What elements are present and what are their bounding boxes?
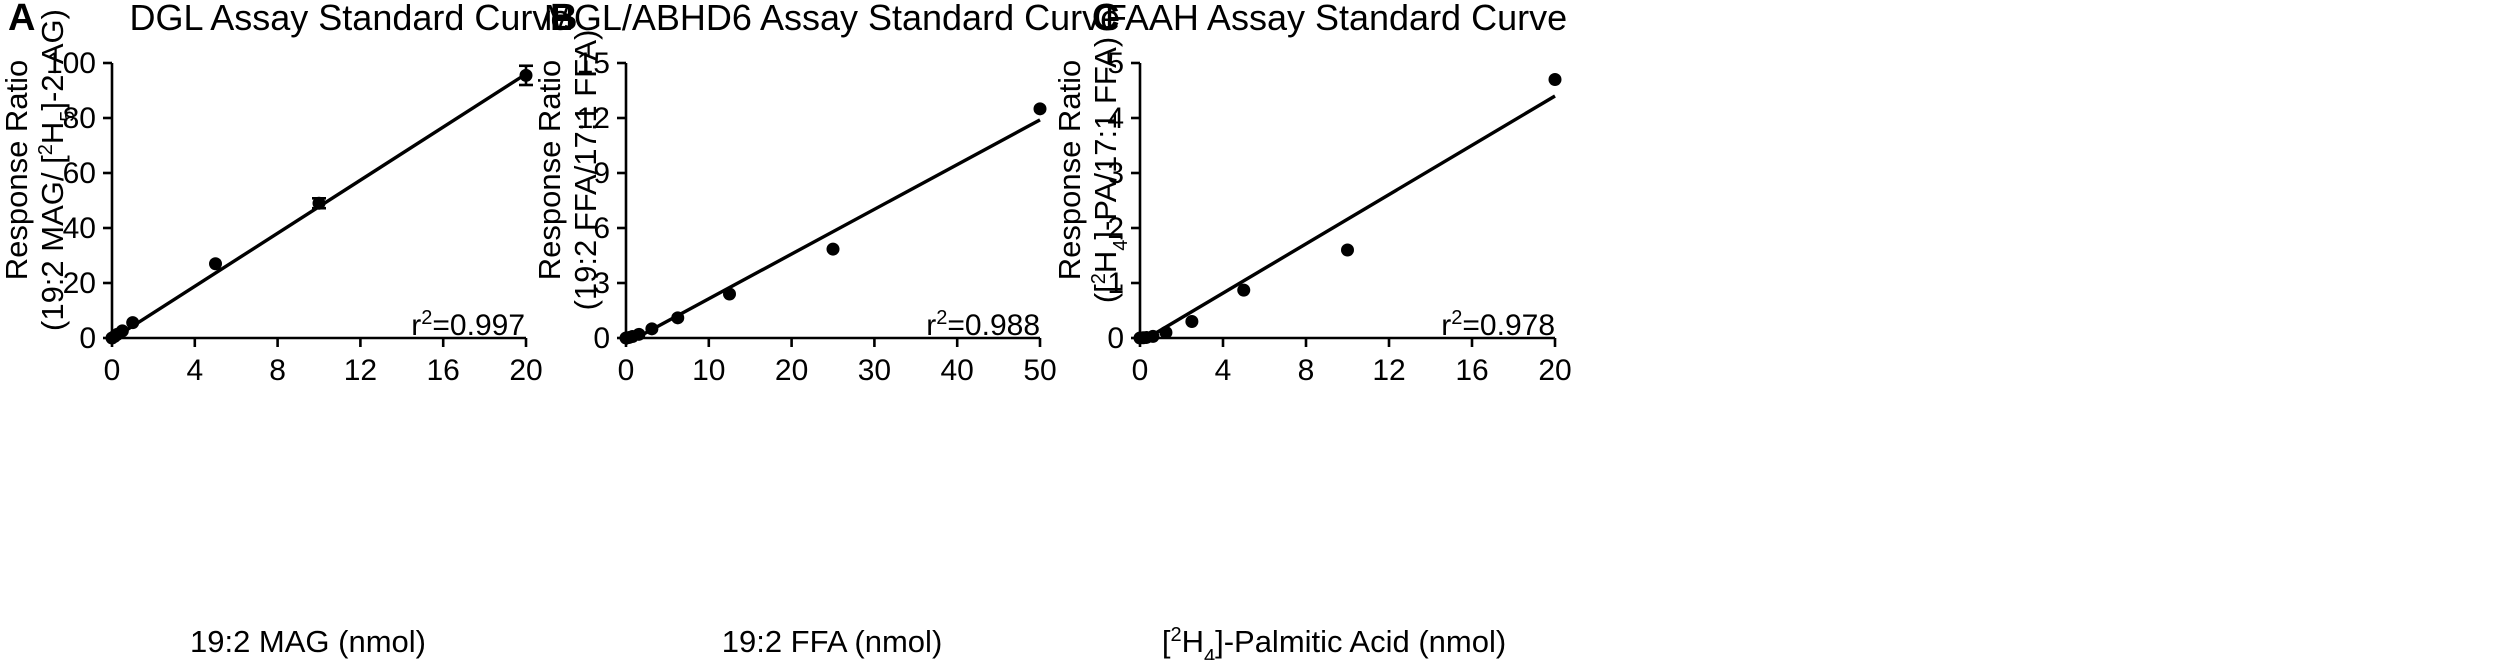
- error-bars: [312, 64, 533, 210]
- y-tick-label: 100: [46, 47, 96, 80]
- y-tick-label: 0: [79, 322, 96, 355]
- y-axis-title-line1: Response Ratio: [0, 60, 34, 281]
- data-point: [115, 324, 129, 338]
- data-point: [209, 257, 222, 271]
- x-tick-label: 40: [941, 354, 974, 387]
- data-point: [671, 311, 685, 325]
- data-point: [312, 196, 326, 210]
- fit-lines: [625, 118, 1041, 345]
- x-tick-label: 0: [1132, 354, 1149, 387]
- y-tick-label: 2: [1107, 212, 1124, 245]
- y-tick-label: 15: [577, 47, 610, 80]
- chart-title: MGL/ABHD6 Assay Standard Curve: [544, 0, 1120, 38]
- axes: [624, 63, 1040, 340]
- x-axis-title: 19:2 FFA (nmol): [722, 624, 943, 659]
- x-tick-label: 12: [1372, 354, 1405, 387]
- x-tick-label: 20: [775, 354, 808, 387]
- y-tick-label: 5: [1107, 47, 1124, 80]
- data-point: [519, 68, 533, 82]
- r-squared-label: r2=0.978: [1441, 307, 1555, 342]
- x-tick-label: 8: [1298, 354, 1315, 387]
- y-tick-label: 1: [1107, 267, 1124, 300]
- axes: [1138, 63, 1555, 340]
- x-tick-label: 0: [104, 354, 121, 387]
- data-point: [126, 316, 140, 330]
- x-axis-title: 19:2 MAG (nmol): [190, 624, 426, 659]
- y-tick-label: 0: [593, 322, 610, 355]
- x-axis-title: [2H4]-Palmitic Acid (nmol): [1162, 624, 1506, 660]
- x-tick-label: 8: [269, 354, 286, 387]
- x-tick-label: 30: [858, 354, 891, 387]
- data-point: [1159, 326, 1173, 339]
- x-tick-label: 10: [692, 354, 725, 387]
- x-tick-label: 20: [509, 354, 542, 387]
- chart-title: FAAH Assay Standard Curve: [1105, 0, 1567, 38]
- data-points: [105, 68, 533, 345]
- data-point: [1341, 243, 1354, 257]
- y-tick-label: 40: [63, 212, 96, 245]
- x-tick-label: 0: [618, 354, 635, 387]
- data-point: [1185, 315, 1199, 328]
- x-tick-label: 16: [1455, 354, 1488, 387]
- y-tick-label: 80: [63, 102, 96, 135]
- y-tick-label: 9: [593, 157, 610, 190]
- y-tick-label: 6: [593, 212, 610, 245]
- data-point: [1033, 102, 1047, 116]
- panel-c: C FAAH Assay Standard Curve Response Rat…: [1052, 0, 1572, 660]
- data-points: [619, 102, 1047, 345]
- data-point: [826, 242, 840, 256]
- axes: [110, 63, 526, 340]
- x-tick-label: 50: [1023, 354, 1056, 387]
- regression-line: [625, 118, 1041, 345]
- x-tick-label: 4: [186, 354, 203, 387]
- data-point: [632, 327, 646, 341]
- fit-lines: [1139, 94, 1556, 344]
- panel-letter: B: [550, 0, 577, 39]
- x-tick-label: 16: [427, 354, 460, 387]
- y-tick-label: 20: [63, 267, 96, 300]
- y-tick-label: 60: [63, 157, 96, 190]
- y-axis-title-line1: Response Ratio: [1052, 60, 1087, 281]
- panel-b: B MGL/ABHD6 Assay Standard Curve Respons…: [532, 0, 1120, 659]
- regression-line: [1139, 94, 1556, 344]
- x-tick-label: 20: [1538, 354, 1571, 387]
- data-point: [1548, 73, 1562, 86]
- y-axis-title: Response Ratio ([2H4]-PA/17:1 FFA): [1052, 37, 1132, 303]
- y-axis-title-line2: (19:2 FFA/17:1 FFA): [568, 30, 603, 311]
- panel-letter: A: [8, 0, 35, 39]
- data-point: [723, 287, 736, 301]
- x-tick-label: 4: [1215, 354, 1232, 387]
- x-tick-label: 12: [344, 354, 377, 387]
- y-tick-label: 4: [1107, 102, 1124, 135]
- data-point: [645, 322, 659, 336]
- ticks: 0 3 6 9 12 15 0 10 20 30 40 50: [577, 47, 1057, 387]
- y-axis-title-line1: Response Ratio: [532, 60, 567, 281]
- y-axis-title: Response Ratio (19:2 FFA/17:1 FFA): [532, 30, 603, 311]
- y-tick-label: 12: [577, 102, 610, 135]
- ticks: 0 20 40 60 80 100 0 4 8 12 16 20: [46, 47, 543, 387]
- y-tick-label: 0: [1107, 322, 1124, 355]
- panel-a: A DGL Assay Standard Curve Response Rati…: [0, 0, 570, 659]
- y-tick-label: 3: [593, 267, 610, 300]
- y-tick-label: 3: [1107, 157, 1124, 190]
- chart-title: DGL Assay Standard Curve: [130, 0, 571, 38]
- data-point: [1237, 283, 1251, 297]
- data-point: [1146, 329, 1160, 343]
- data-points: [1133, 73, 1562, 345]
- panel-letter: C: [1092, 0, 1119, 39]
